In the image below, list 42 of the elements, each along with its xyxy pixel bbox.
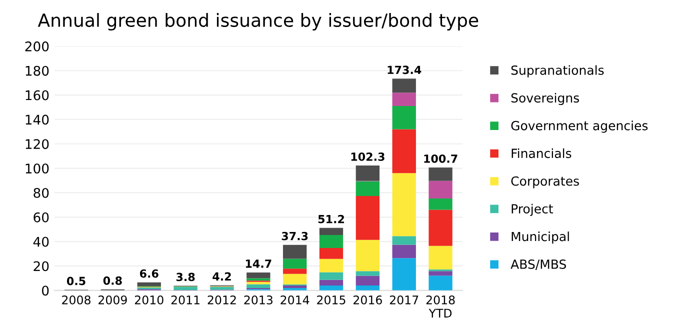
y-tick-label: 60 (34, 212, 49, 222)
legend-label: ABS/MBS (510, 260, 566, 270)
total-label: 0.8 (103, 276, 122, 285)
total-label: 102.3 (351, 152, 384, 161)
total-label: 0.5 (66, 276, 86, 286)
x-tick-label: 2016 (354, 295, 382, 304)
y-tick-label: 100 (26, 164, 49, 174)
total-label: 51.2 (318, 214, 344, 224)
x-tick-label: 2009 (98, 295, 127, 304)
x-tick-label: 2017 (390, 295, 418, 304)
y-tick-label: 40 (33, 236, 49, 247)
total-label: 14.7 (246, 260, 272, 268)
chart-title: Annual green bond issuance by issuer/bond type (38, 13, 478, 31)
total-label: 4.2 (212, 272, 231, 281)
y-tick-label: 160 (26, 90, 49, 100)
y-tick-label: 80 (34, 188, 49, 198)
total-label: 173.4 (388, 66, 422, 74)
legend-label: Financials (512, 148, 572, 158)
total-label: 6.6 (140, 269, 158, 278)
legend-label: Supranationals (511, 65, 604, 78)
x-tick-label: 2015 (317, 295, 346, 304)
legend-label: Sovereigns (511, 92, 580, 106)
x-tick-label: 2012 (208, 295, 236, 304)
y-tick-label: 20 (34, 261, 49, 272)
legend-label: Government agencies (511, 120, 648, 133)
total-label: 100.7 (424, 154, 458, 163)
legend-label: Municipal (512, 232, 569, 244)
x-tick-label: 2010 (134, 295, 164, 304)
x-tick-label: 2011 (171, 295, 200, 304)
y-tick-label: 0 (42, 286, 49, 296)
legend-label: Corporates (511, 176, 579, 188)
x-tick-label: 2018 YTD (426, 295, 455, 318)
y-tick-label: 180 (26, 66, 49, 76)
total-label: 3.8 (176, 272, 195, 282)
x-tick-label: 2014 (280, 295, 310, 304)
y-tick-label: 140 (26, 114, 49, 125)
total-label: 37.3 (282, 232, 308, 240)
y-tick-label: 120 (26, 139, 49, 150)
x-tick-label: 2013 (244, 295, 272, 304)
legend-label: Project (512, 204, 554, 216)
x-tick-label: 2008 (62, 295, 90, 304)
y-tick-label: 200 (25, 41, 49, 52)
